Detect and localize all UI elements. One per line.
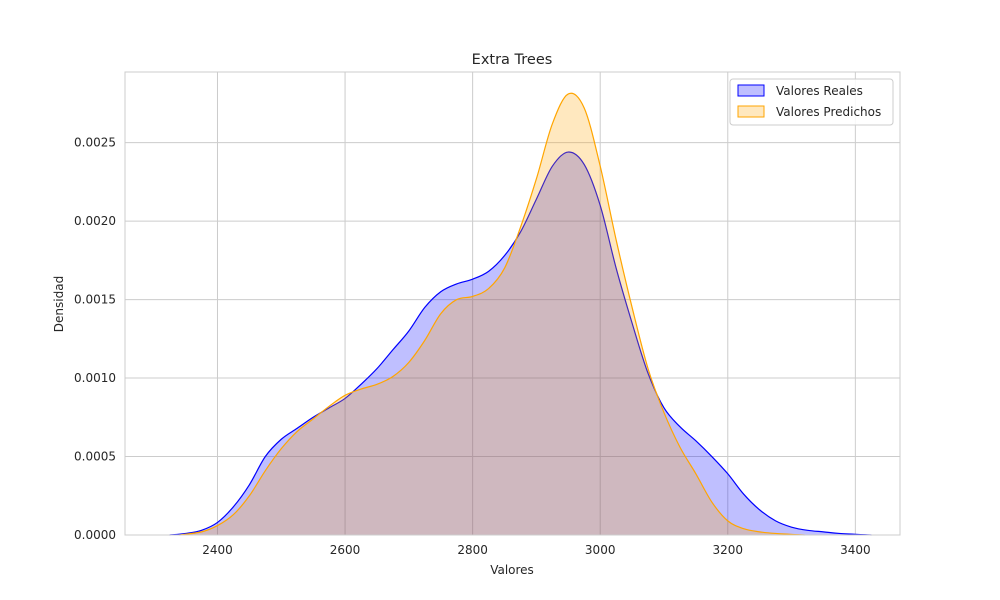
y-tick-label: 0.0015 <box>74 293 116 307</box>
x-tick-label: 2600 <box>330 543 361 557</box>
y-axis-label: Densidad <box>52 276 66 332</box>
density-line-reales <box>169 151 872 536</box>
y-tick-label: 0.0020 <box>74 214 116 228</box>
density-area-predichos <box>179 93 805 536</box>
x-tick-labels: 2400 2600 2800 3000 3200 3400 <box>202 543 870 557</box>
y-tick-label: 0.0000 <box>74 528 116 542</box>
x-tick-label: 3400 <box>840 543 871 557</box>
legend-label-predichos: Valores Predichos <box>776 105 881 119</box>
legend-frame <box>729 78 894 126</box>
legend-swatch-predichos <box>737 105 765 118</box>
x-tick-label: 3200 <box>713 543 744 557</box>
x-tick-label: 3000 <box>585 543 616 557</box>
legend-swatch-reales <box>737 84 765 97</box>
y-tick-label: 0.0025 <box>74 136 116 150</box>
plot-frame <box>124 71 901 536</box>
x-tick-label: 2400 <box>202 543 233 557</box>
density-line-predichos <box>179 92 805 536</box>
x-tick-label: 2800 <box>457 543 488 557</box>
y-tick-label: 0.0005 <box>74 450 116 464</box>
y-tick-label: 0.0010 <box>74 371 116 385</box>
y-tick-labels: 0.0000 0.0005 0.0010 0.0015 0.0020 0.0025 <box>74 136 116 542</box>
chart-title: Extra Trees <box>472 52 553 68</box>
series-layer <box>169 92 872 536</box>
legend-label-reales: Valores Reales <box>776 84 863 98</box>
density-area-reales <box>169 152 872 535</box>
plot-area <box>125 72 900 535</box>
x-axis-label: Valores <box>490 563 534 577</box>
legend: Valores Reales Valores Predichos <box>729 78 894 126</box>
